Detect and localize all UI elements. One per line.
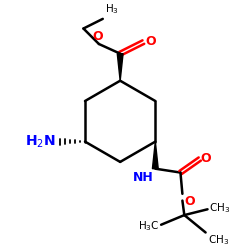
Text: CH$_3$: CH$_3$ (210, 202, 231, 215)
Text: O: O (145, 34, 156, 48)
Text: H$_3$: H$_3$ (105, 2, 119, 16)
Text: CH$_3$: CH$_3$ (208, 234, 229, 247)
Text: H$_3$C: H$_3$C (138, 219, 159, 232)
Text: NH: NH (133, 170, 154, 183)
Text: O: O (201, 152, 211, 164)
Polygon shape (152, 142, 158, 169)
Text: H$_2$N: H$_2$N (25, 134, 56, 150)
Text: O: O (184, 195, 195, 208)
Text: O: O (92, 30, 103, 43)
Polygon shape (117, 54, 123, 81)
